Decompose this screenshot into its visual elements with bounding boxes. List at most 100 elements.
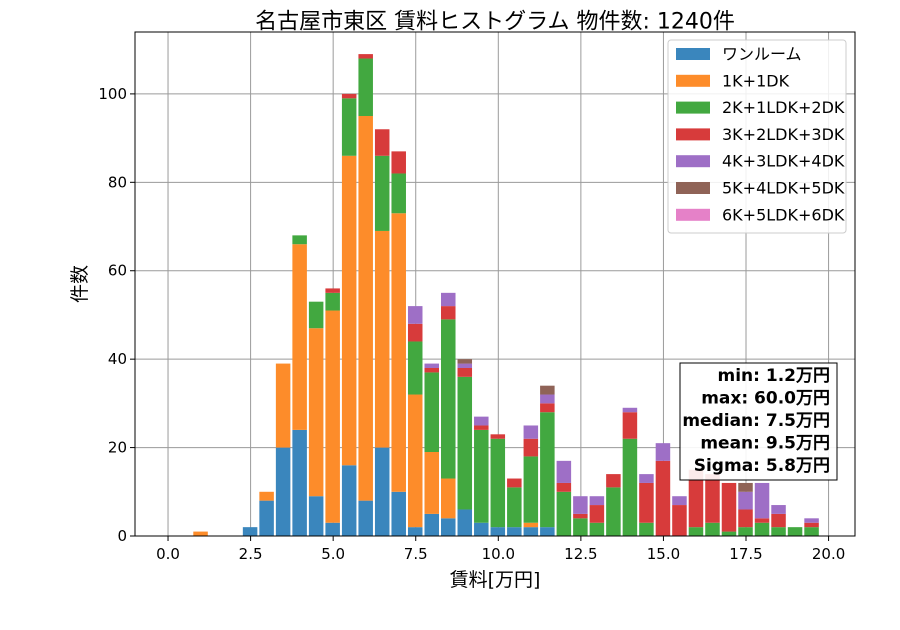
x-tick-label: 7.5 (404, 545, 428, 563)
bar-segment (490, 527, 506, 536)
bar-segment (358, 116, 373, 501)
bar-segment (457, 363, 473, 368)
plot-frame (134, 31, 856, 537)
bar-segment (589, 505, 605, 523)
bar-segment (556, 491, 572, 536)
bar-segment (556, 482, 572, 492)
y-tick-label: 20 (108, 439, 127, 457)
bar-segment (441, 478, 456, 519)
bar-segment (523, 527, 539, 536)
legend-label: ワンルーム (722, 45, 802, 64)
bar-segment (341, 465, 357, 536)
bar-segment (523, 438, 539, 457)
bar-segment (490, 438, 506, 528)
bar-segment (771, 513, 786, 528)
bar-segment (738, 509, 753, 528)
bar-segment (424, 513, 440, 536)
y-ticks: 0 20 40 60 80 100 (98, 85, 135, 545)
legend-swatch (676, 74, 710, 87)
bar-segment (639, 522, 654, 536)
legend-box (667, 39, 847, 234)
bar-segment (804, 522, 819, 528)
bar-segment (589, 522, 605, 536)
bar-segment (639, 482, 654, 523)
bar-segment (407, 323, 423, 342)
bar-segment (275, 447, 291, 536)
bar-segment (325, 522, 340, 536)
legend: ワンルーム 1K+1DK 2K+1LDK+2DK 3K+2LDK+3DK 4K+3LDK… (667, 39, 847, 234)
bar-segment (391, 491, 406, 536)
bar-segment (754, 522, 770, 536)
bar-segment (523, 456, 539, 523)
bar-segment (457, 376, 473, 510)
bar-segment (523, 522, 539, 528)
bar-segment (754, 482, 770, 519)
bar-segment (540, 412, 555, 528)
bar-segment (424, 363, 440, 368)
y-tick-label: 40 (108, 350, 127, 368)
bar-segment (474, 425, 489, 430)
bar-segment (292, 235, 307, 245)
bar-segment (474, 416, 489, 426)
bar-segment (738, 527, 753, 536)
y-tick-label: 100 (98, 85, 127, 103)
stats-line: Sigma: 5.8万円 (694, 456, 830, 476)
stats-line: mean: 9.5万円 (700, 434, 830, 454)
bar-segment (540, 403, 555, 413)
legend-label: 1K+1DK (722, 71, 790, 90)
legend-swatch (676, 101, 710, 114)
bar-segment (672, 496, 687, 506)
stats-line: median: 7.5万円 (682, 411, 830, 431)
bar-segment (507, 527, 522, 536)
legend-label: 4K+3LDK+4DK (722, 152, 845, 171)
bar-segment (589, 496, 605, 506)
bar-segment (441, 319, 456, 479)
bar-segment (622, 438, 638, 536)
legend-label: 2K+1LDK+2DK (722, 98, 845, 117)
bar-segment (573, 513, 588, 519)
legend-swatch (676, 208, 710, 221)
y-axis-label: 件数 (69, 265, 91, 303)
bar-segment (787, 527, 803, 536)
bar-segment (374, 155, 390, 231)
bar-segment (688, 527, 704, 536)
bar-segment (721, 482, 737, 532)
x-tick-label: 12.5 (564, 545, 597, 563)
bar-segment (441, 306, 456, 320)
bar-segment (308, 301, 324, 329)
x-tick-label: 15.0 (647, 545, 680, 563)
bar-segment (259, 491, 274, 501)
bar-segment (490, 434, 506, 439)
x-axis-label: 賃料[万円] (450, 569, 541, 591)
bar-segment (391, 151, 406, 174)
bar-segment (374, 447, 390, 536)
legend-swatch (676, 128, 710, 141)
x-tick-label: 5.0 (321, 545, 345, 563)
stats-line: max: 60.0万円 (701, 389, 830, 409)
bar-segment (507, 478, 522, 488)
bar-segment (407, 341, 423, 395)
bar-segment (655, 443, 671, 461)
bar-segment (325, 292, 340, 311)
x-tick-label: 2.5 (239, 545, 263, 563)
bar-segment (325, 288, 340, 293)
bar-segment (754, 518, 770, 523)
bar-segment (457, 368, 473, 377)
bar-segment (738, 491, 753, 510)
bar-segment (474, 522, 489, 536)
bar-segment (457, 509, 473, 536)
bar-segment (292, 244, 307, 430)
y-tick-label: 60 (108, 262, 127, 280)
bar-segment (358, 54, 373, 59)
bar-segment (424, 372, 440, 452)
bar-segment (358, 500, 373, 536)
bar-segment (573, 518, 588, 536)
bar-segment (705, 522, 720, 536)
legend-swatch (676, 182, 710, 194)
bars (193, 54, 819, 536)
bar-segment (474, 429, 489, 523)
bar-segment (606, 474, 621, 488)
bar-segment (259, 500, 274, 536)
bar-segment (341, 93, 357, 99)
